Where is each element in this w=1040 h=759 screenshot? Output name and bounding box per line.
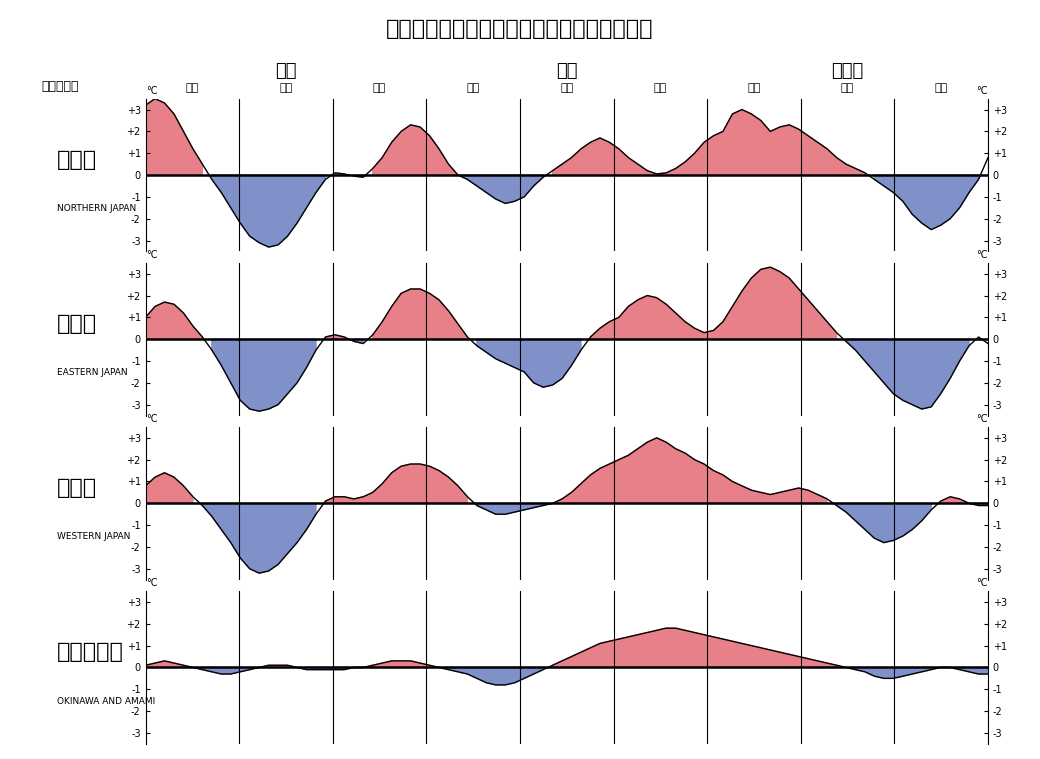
Text: ９月: ９月: [556, 62, 577, 80]
Text: 西日本: 西日本: [57, 478, 98, 498]
Text: °C: °C: [147, 250, 158, 260]
Text: 中旬: 中旬: [561, 83, 573, 93]
Text: °C: °C: [976, 414, 987, 424]
Text: 上旬: 上旬: [467, 83, 479, 93]
Text: ８月: ８月: [276, 62, 296, 80]
Text: 下旬: 下旬: [654, 83, 667, 93]
Text: °C: °C: [976, 86, 987, 96]
Text: 上旬: 上旬: [186, 83, 199, 93]
Text: １０月: １０月: [831, 62, 864, 80]
Text: NORTHERN JAPAN: NORTHERN JAPAN: [57, 204, 136, 213]
Text: 東日本: 東日本: [57, 314, 98, 334]
Text: °C: °C: [147, 578, 158, 588]
Text: 中旬: 中旬: [841, 83, 854, 93]
Text: OKINAWA AND AMAMI: OKINAWA AND AMAMI: [57, 697, 155, 706]
Text: °C: °C: [976, 578, 987, 588]
Text: °C: °C: [147, 86, 158, 96]
Text: 地域平均気温平年差の経過（５日移動平均）: 地域平均気温平年差の経過（５日移動平均）: [386, 19, 654, 39]
Text: °C: °C: [147, 414, 158, 424]
Text: °C: °C: [976, 250, 987, 260]
Text: WESTERN JAPAN: WESTERN JAPAN: [57, 532, 131, 541]
Text: 下旬: 下旬: [373, 83, 386, 93]
Text: EASTERN JAPAN: EASTERN JAPAN: [57, 368, 128, 377]
Text: 北日本: 北日本: [57, 150, 98, 170]
Text: 下旬: 下旬: [935, 83, 947, 93]
Text: 沖縄・奄美: 沖縄・奄美: [57, 642, 124, 662]
Text: ２０２１年: ２０２１年: [42, 80, 79, 93]
Text: 上旬: 上旬: [748, 83, 760, 93]
Text: 中旬: 中旬: [280, 83, 292, 93]
